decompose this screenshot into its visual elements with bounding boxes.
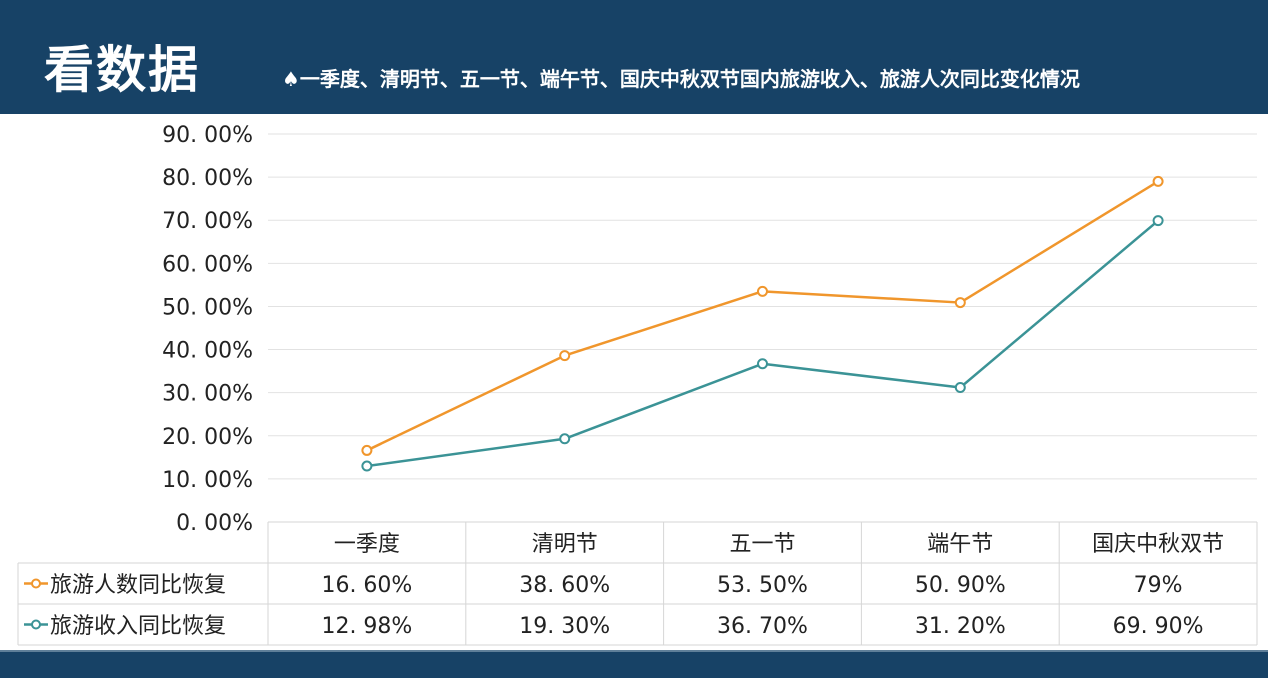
y-tick-label: 10. 00% xyxy=(162,468,253,493)
data-point xyxy=(361,444,373,456)
data-value: 31. 20% xyxy=(915,614,1006,639)
y-tick-label: 40. 00% xyxy=(162,339,253,364)
data-point xyxy=(757,358,768,370)
category-label: 清明节 xyxy=(532,532,598,557)
page-subtitle: ♠一季度、清明节、五一节、端午节、国庆中秋双节国内旅游收入、旅游人次同比变化情况 xyxy=(282,67,1080,91)
data-point xyxy=(1152,175,1164,187)
category-label: 五一节 xyxy=(729,532,795,557)
series-line xyxy=(366,219,1159,468)
legend-key-marker xyxy=(31,619,41,630)
category-label: 端午节 xyxy=(927,532,993,557)
data-value: 19. 30% xyxy=(519,614,610,639)
legend-key-marker xyxy=(31,578,41,589)
data-value: 79% xyxy=(1134,573,1183,598)
series-name: 旅游人数同比恢复 xyxy=(50,573,226,598)
series-line xyxy=(366,180,1159,452)
data-value: 38. 60% xyxy=(519,573,610,598)
y-tick-label: 30. 00% xyxy=(162,382,253,407)
header-bar: 看数据 ♠一季度、清明节、五一节、端午节、国庆中秋双节国内旅游收入、旅游人次同比… xyxy=(0,0,1268,114)
data-value: 50. 90% xyxy=(915,573,1006,598)
footer-bar xyxy=(0,650,1268,678)
y-tick-label: 50. 00% xyxy=(162,295,253,320)
category-label: 一季度 xyxy=(334,532,400,557)
data-value: 53. 50% xyxy=(717,573,808,598)
data-value: 36. 70% xyxy=(717,614,808,639)
y-tick-label: 90. 00% xyxy=(162,123,253,148)
data-point xyxy=(559,433,571,445)
line-chart: 0. 00% 10. 00% 20. 00% 30. 00% 40. 00% 50. 00… xyxy=(17,123,1258,646)
category-label: 国庆中秋双节 xyxy=(1092,532,1224,557)
y-tick-label: 80. 00% xyxy=(162,166,253,191)
data-point xyxy=(757,285,768,297)
data-point xyxy=(559,350,571,362)
data-value: 12. 98% xyxy=(321,614,412,639)
y-tick-label: 60. 00% xyxy=(162,252,253,277)
data-value: 69. 90% xyxy=(1113,614,1204,639)
data-point xyxy=(1152,215,1164,227)
series-name: 旅游收入同比恢复 xyxy=(50,614,226,639)
data-value: 16. 60% xyxy=(321,573,412,598)
data-point xyxy=(361,460,373,472)
page-title: 看数据 xyxy=(44,41,200,99)
data-point xyxy=(954,381,966,393)
y-tick-label: 20. 00% xyxy=(162,425,253,450)
y-tick-label: 70. 00% xyxy=(162,209,253,234)
y-tick-label: 0. 00% xyxy=(176,511,253,536)
data-point xyxy=(954,297,966,309)
